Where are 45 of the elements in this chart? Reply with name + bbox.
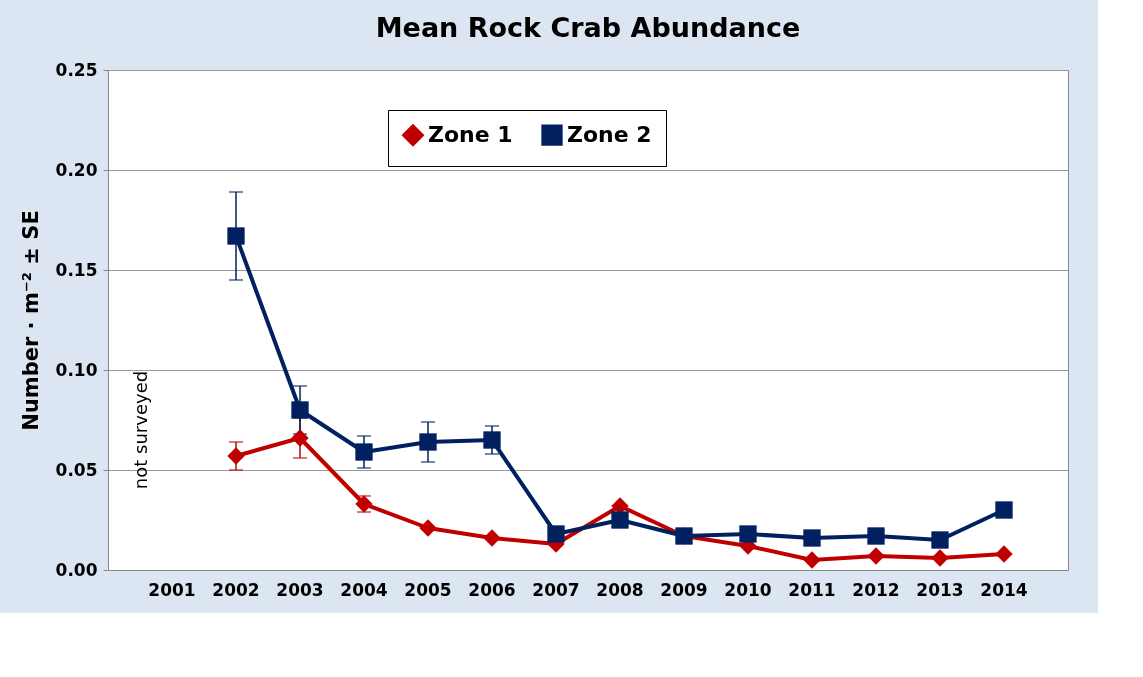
x-tick-label: 2011 [788,579,836,600]
x-tick-label: 2003 [276,579,324,600]
x-tick-label: 2001 [148,579,196,600]
x-tick-label: 2013 [916,579,964,600]
point [483,431,501,449]
x-tick-label: 2008 [596,579,644,600]
point [739,525,757,543]
y-tick-label: 0.25 [55,59,98,80]
point [419,519,437,537]
point [227,227,245,245]
x-tick-label: 2014 [980,579,1028,600]
point [291,429,309,447]
y-tick-label: 0.15 [55,259,98,280]
point [803,529,821,547]
point [355,443,373,461]
y-tick-label: 0.05 [55,459,98,480]
x-tick-label: 2012 [852,579,900,600]
point [291,401,309,419]
point [931,531,949,549]
x-tick-label: 2010 [724,579,772,600]
legend-label: Zone 2 [567,122,652,148]
point [611,511,629,529]
x-tick-label: 2006 [468,579,516,600]
point [931,549,949,567]
y-tick-label: 0.00 [55,559,98,580]
annotation: not surveyed [130,370,152,490]
y-tick-label: 0.10 [55,359,98,380]
x-tick-label: 2007 [532,579,580,600]
point [867,547,885,565]
point [547,525,565,543]
point [803,551,821,569]
point [995,501,1013,519]
chart-title: Mean Rock Crab Abundance [375,12,801,43]
point [995,545,1013,563]
point [419,433,437,451]
y-axis-title: Number · m⁻² ± SE [18,210,43,431]
point [867,527,885,545]
x-tick-label: 2002 [212,579,260,600]
x-tick-label: 2009 [660,579,708,600]
point [483,529,501,547]
x-tick-label: 2005 [404,579,452,600]
legend-label: Zone 1 [428,122,513,148]
y-tick-label: 0.20 [55,159,98,180]
point [227,447,245,465]
x-tick-label: 2004 [340,579,388,600]
